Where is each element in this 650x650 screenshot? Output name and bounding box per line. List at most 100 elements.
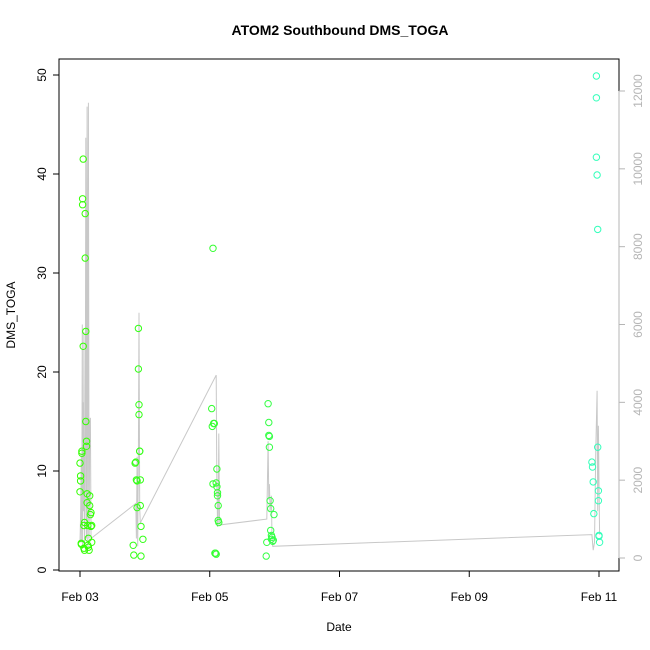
data-point	[84, 543, 93, 551]
data-point	[132, 476, 141, 484]
data-point	[135, 410, 143, 419]
data-point	[270, 510, 278, 519]
data-point	[213, 465, 221, 473]
data-point	[136, 447, 144, 455]
data-point	[595, 538, 604, 546]
y-axis-left: 0 10 20 30 40 50	[35, 68, 60, 573]
data-point	[80, 521, 88, 530]
series-line	[79, 102, 601, 551]
data-point	[214, 501, 222, 510]
data-point	[78, 449, 86, 457]
data-point	[86, 501, 94, 510]
data-point	[137, 552, 145, 560]
data-point	[88, 521, 96, 530]
data-point	[210, 419, 219, 428]
data-point	[136, 501, 145, 510]
data-point	[592, 94, 601, 102]
data-point	[76, 472, 85, 480]
data-point	[134, 365, 143, 373]
data-point	[88, 538, 96, 546]
data-point	[265, 443, 274, 451]
line-layer	[79, 102, 601, 551]
data-point	[264, 400, 272, 408]
data-point	[594, 487, 603, 495]
data-point	[267, 504, 275, 513]
data-point	[209, 244, 217, 253]
y-axis-label: DMS_TOGA	[4, 281, 18, 348]
x-tick-label: Feb 11	[581, 590, 618, 604]
y-tick-label-left: 10	[35, 464, 49, 478]
data-point	[79, 155, 87, 163]
points-layer	[76, 72, 604, 560]
x-axis-label: Date	[326, 620, 352, 634]
data-point	[588, 458, 596, 466]
data-point	[139, 535, 147, 543]
plot-frame	[58, 58, 620, 572]
data-point	[81, 254, 89, 262]
data-point	[267, 526, 275, 535]
data-point	[87, 522, 95, 531]
data-point	[82, 327, 90, 336]
x-tick-label: Feb 05	[191, 590, 229, 604]
y-axis-right: 0 2000 4000 6000 8000 10000 12000	[618, 74, 645, 561]
data-point	[262, 552, 270, 560]
data-point	[593, 171, 601, 179]
data-point	[212, 550, 220, 558]
data-point	[269, 536, 277, 544]
data-point	[592, 72, 601, 80]
data-point	[76, 459, 84, 467]
y-tick-label-right: 8000	[631, 233, 645, 260]
x-axis: Feb 03 Feb 05 Feb 07 Feb 09 Feb 11	[61, 570, 618, 604]
data-point	[590, 509, 598, 518]
x-tick-label: Feb 03	[61, 590, 99, 604]
data-point	[592, 153, 601, 161]
data-point	[85, 546, 93, 554]
data-point	[82, 417, 90, 426]
y-tick-label-left: 30	[35, 266, 49, 280]
data-point	[76, 477, 85, 485]
y-tick-label-left: 40	[35, 167, 49, 181]
data-point	[84, 521, 92, 530]
data-point	[129, 541, 137, 549]
y-tick-label-right: 12000	[631, 74, 645, 108]
data-point	[136, 476, 145, 484]
y-tick-label-left: 50	[35, 68, 49, 82]
y-tick-label-right: 2000	[631, 466, 645, 493]
data-point	[134, 324, 143, 333]
data-point	[78, 201, 87, 209]
data-point	[212, 479, 220, 487]
y-tick-label-right: 0	[631, 554, 645, 561]
data-point	[130, 551, 138, 559]
data-point	[213, 492, 222, 500]
x-tick-label: Feb 07	[321, 590, 359, 604]
y-tick-label-right: 10000	[631, 152, 645, 186]
data-point	[135, 401, 143, 409]
data-point	[213, 489, 222, 497]
data-point	[131, 459, 139, 467]
y-tick-label-left: 0	[35, 566, 49, 573]
data-point	[594, 443, 602, 451]
y-tick-label-right: 4000	[631, 389, 645, 416]
y-tick-label-right: 6000	[631, 311, 645, 338]
data-point	[78, 195, 87, 203]
data-point	[87, 508, 95, 517]
data-point	[132, 458, 140, 466]
data-point	[79, 342, 87, 350]
data-point	[82, 437, 91, 445]
data-point	[589, 478, 597, 486]
chart-title: ATOM2 Southbound DMS_TOGA	[232, 22, 449, 38]
data-point	[81, 209, 89, 218]
data-point	[133, 477, 141, 485]
data-point	[82, 442, 91, 450]
data-point	[208, 404, 216, 413]
data-point	[594, 225, 602, 234]
data-point	[266, 497, 274, 505]
data-point	[594, 497, 603, 505]
data-point	[265, 432, 274, 441]
x-tick-label: Feb 09	[451, 590, 489, 604]
data-point	[215, 518, 223, 527]
data-point	[265, 418, 273, 427]
y-tick-label-left: 20	[35, 365, 49, 379]
data-point	[263, 538, 271, 546]
